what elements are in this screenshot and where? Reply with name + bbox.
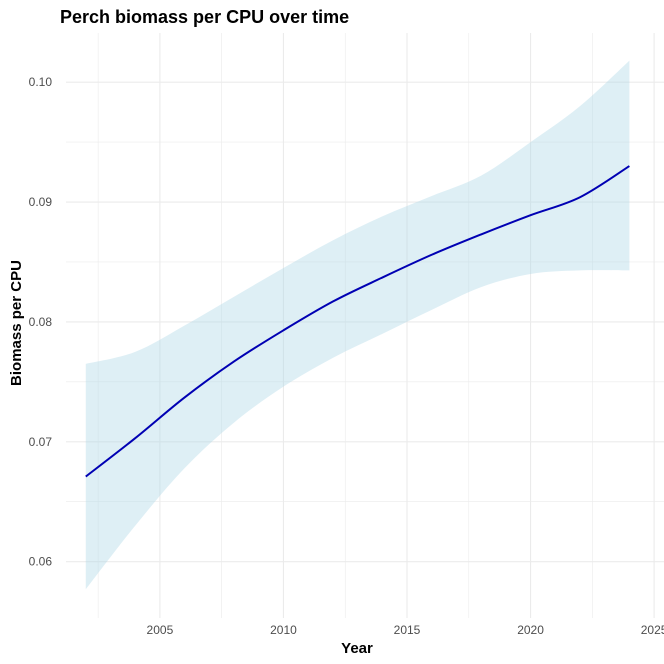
x-tick-label: 2025 (641, 623, 664, 637)
y-axis-title: Biomass per CPU (8, 260, 25, 386)
y-tick-label: 0.10 (29, 75, 53, 89)
y-tick-labels: 0.06 0.07 0.08 0.09 0.10 (29, 75, 53, 569)
x-tick-label: 2010 (270, 623, 297, 637)
y-tick-label: 0.06 (29, 555, 53, 569)
x-tick-label: 2005 (147, 623, 174, 637)
y-tick-label: 0.07 (29, 435, 53, 449)
y-tick-label: 0.09 (29, 195, 53, 209)
confidence-ribbon-layer (85, 60, 630, 590)
confidence-ribbon (85, 60, 630, 590)
trend-line (85, 165, 630, 478)
x-tick-label: 2015 (394, 623, 421, 637)
x-axis-title: Year (341, 640, 373, 657)
y-tick-label: 0.08 (29, 315, 53, 329)
trend-line-layer (85, 165, 630, 478)
chart-title: Perch biomass per CPU over time (60, 7, 349, 27)
grid-layer (66, 33, 664, 618)
x-tick-labels: 2005 2010 2015 2020 2025 (147, 623, 664, 637)
x-tick-label: 2020 (517, 623, 544, 637)
